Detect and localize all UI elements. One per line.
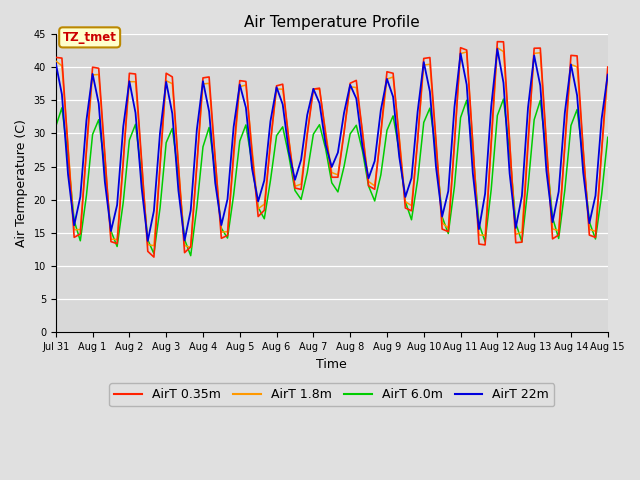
AirT 22m <box>187 208 195 214</box>
AirT 22m <box>598 116 605 122</box>
Title: Air Temperature Profile: Air Temperature Profile <box>244 15 420 30</box>
AirT 0.35m <box>377 130 385 135</box>
AirT 1.8m <box>187 245 195 251</box>
AirT 22m <box>377 107 385 113</box>
AirT 1.8m <box>180 242 188 248</box>
X-axis label: Time: Time <box>316 358 347 371</box>
Text: TZ_tmet: TZ_tmet <box>63 31 116 44</box>
AirT 22m <box>120 124 127 130</box>
Line: AirT 6.0m: AirT 6.0m <box>56 99 608 256</box>
AirT 1.8m <box>52 58 60 64</box>
AirT 0.35m <box>199 75 207 81</box>
AirT 0.35m <box>493 39 501 45</box>
AirT 1.8m <box>120 157 127 163</box>
AirT 1.8m <box>493 45 501 50</box>
AirT 6.0m <box>180 237 188 242</box>
AirT 22m <box>199 78 207 84</box>
AirT 22m <box>604 72 612 78</box>
AirT 0.35m <box>531 46 538 51</box>
AirT 1.8m <box>531 50 538 56</box>
AirT 6.0m <box>52 123 60 129</box>
AirT 1.8m <box>598 150 605 156</box>
AirT 6.0m <box>199 144 207 150</box>
AirT 6.0m <box>531 117 538 123</box>
AirT 1.8m <box>604 72 612 77</box>
AirT 6.0m <box>377 172 385 178</box>
AirT 6.0m <box>604 134 612 140</box>
AirT 0.35m <box>604 64 612 70</box>
AirT 6.0m <box>500 96 508 102</box>
Line: AirT 1.8m: AirT 1.8m <box>56 48 608 248</box>
AirT 0.35m <box>120 159 127 165</box>
AirT 0.35m <box>187 244 195 250</box>
AirT 6.0m <box>187 253 195 259</box>
AirT 1.8m <box>199 81 207 87</box>
AirT 22m <box>531 53 538 59</box>
AirT 1.8m <box>377 131 385 137</box>
AirT 0.35m <box>598 147 605 153</box>
AirT 22m <box>52 60 60 66</box>
Line: AirT 22m: AirT 22m <box>56 49 608 241</box>
AirT 0.35m <box>52 55 60 60</box>
AirT 22m <box>493 46 501 52</box>
AirT 0.35m <box>150 254 157 260</box>
AirT 6.0m <box>120 200 127 205</box>
Y-axis label: Air Termperature (C): Air Termperature (C) <box>15 119 28 247</box>
AirT 22m <box>144 238 152 244</box>
Legend: AirT 0.35m, AirT 1.8m, AirT 6.0m, AirT 22m: AirT 0.35m, AirT 1.8m, AirT 6.0m, AirT 2… <box>109 384 554 406</box>
AirT 6.0m <box>598 192 605 198</box>
Line: AirT 0.35m: AirT 0.35m <box>56 42 608 257</box>
